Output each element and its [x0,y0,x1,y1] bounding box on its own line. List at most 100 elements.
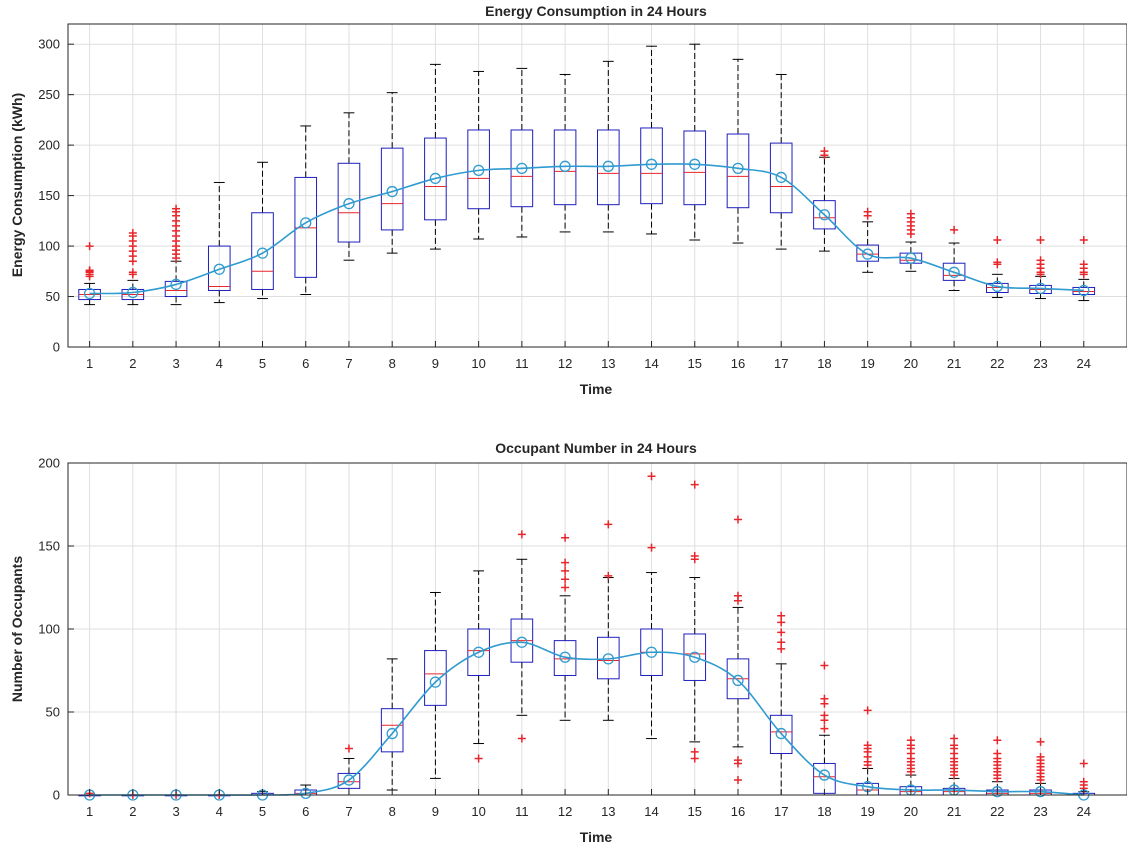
mean-point [818,769,831,781]
mean-point [818,209,831,221]
x-tick-label: 20 [904,356,918,371]
mean-line [83,158,1090,300]
y-tick-label: 0 [53,340,60,355]
mean-point [1034,786,1047,798]
outlier-marker [733,591,742,600]
iqr-box [683,633,707,681]
mean-point [472,646,485,658]
iqr-box [467,628,490,676]
x-tick-label: 6 [302,804,309,819]
box-17 [769,611,793,796]
iqr-box [337,162,361,243]
y-tick-label: 300 [38,37,60,52]
mean-point [991,786,1003,798]
outlier-marker [647,472,656,481]
outlier-marker [1036,752,1045,761]
outlier-marker [733,515,742,524]
outlier-marker [172,204,181,213]
y-tick-label: 200 [38,138,60,153]
box-15 [683,480,707,763]
mean-point [775,727,787,740]
outlier-marker [474,754,483,763]
mean-point [559,160,571,172]
mean-point [213,263,225,275]
mean-point [1034,282,1047,295]
outlier-marker [820,661,829,670]
outlier-marker [1079,260,1088,269]
mean-point [602,653,614,665]
mean-point [83,287,96,300]
outlier-marker [604,571,613,580]
mean-point [300,217,312,229]
x-tick-label: 18 [817,356,831,371]
box-19 [856,207,879,273]
box-8 [380,92,404,254]
mean-point [905,252,917,264]
y-tick-label: 100 [38,622,60,637]
y-axis-label: Energy Consumption (kWh) [9,93,25,277]
iqr-box [683,130,707,206]
box-9 [424,63,447,250]
box-17 [769,73,793,250]
mean-point [862,248,874,260]
x-ticks: 1 2 3 4 5 6 7 8 9 10 11 12 13 14 15 16 17 18 19 20 21 22 23 24 [86,341,1091,371]
y-ticks: 0 50 100 150 200 [38,456,74,803]
box-16 [726,515,750,785]
mean-point [343,198,355,210]
box-2 [121,228,145,306]
x-tick-label: 14 [644,356,658,371]
mean-point [602,160,614,172]
x-tick-label: 20 [904,804,918,819]
iqr-box [769,714,793,755]
x-tick-label: 18 [817,804,831,819]
boxes [78,43,1096,306]
mean-point [689,651,701,663]
y-tick-label: 150 [38,188,60,203]
outlier-marker [344,744,353,753]
x-tick-label: 6 [302,356,309,371]
outlier-marker [1036,256,1045,265]
mean-point [429,676,442,688]
mean-point [127,286,139,299]
y-axis-label: Number of Occupants [9,556,25,702]
outlier-marker [993,749,1002,758]
outlier-marker [561,575,570,584]
outlier-marker [777,611,786,620]
box-22 [986,236,1009,299]
x-ticks: 1 2 3 4 5 6 7 8 9 10 11 12 13 14 15 16 17 18 19 20 21 22 23 24 [86,789,1091,819]
x-tick-label: 17 [774,356,788,371]
box-13 [597,60,620,233]
x-tick-label: 13 [601,804,615,819]
mean-point [170,278,182,291]
x-tick-label: 10 [471,804,485,819]
box-18 [813,147,836,252]
iqr-box [164,280,188,298]
mean-point [1078,284,1090,297]
x-tick-label: 21 [947,356,961,371]
x-tick-label: 12 [558,356,572,371]
mean-point [645,646,658,658]
outlier-marker [517,530,526,539]
axes-frame [67,23,1127,348]
box-5 [251,161,274,300]
outlier-marker [993,236,1002,245]
x-tick-label: 17 [774,804,788,819]
mean-point [991,280,1003,293]
outlier-marker [604,520,613,529]
outlier-marker [1036,236,1045,245]
outlier-marker [1079,759,1088,768]
box-15 [683,43,707,241]
x-tick-label: 3 [172,356,179,371]
box-18 [813,661,836,796]
outlier-marker [820,694,829,703]
outlier-marker [906,736,915,745]
mean-point [472,164,485,177]
mean-point [559,651,571,663]
outlier-marker [85,266,94,275]
x-tick-label: 15 [688,356,702,371]
x-tick-label: 24 [1077,356,1091,371]
y-tick-label: 150 [38,539,60,554]
y-tick-label: 50 [46,705,60,720]
outlier-marker [690,747,699,756]
